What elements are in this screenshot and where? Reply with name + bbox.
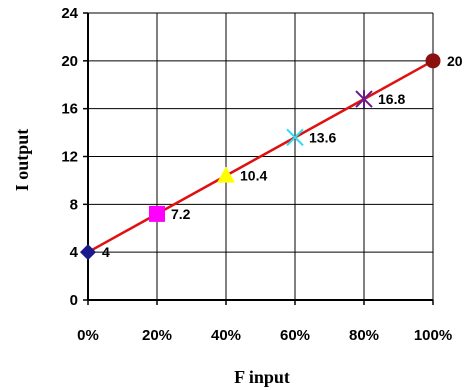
x-tick-label: 0%: [77, 327, 99, 344]
data-label: 10.4: [240, 168, 267, 184]
data-label: 13.6: [309, 129, 336, 145]
y-axis-title: I output: [12, 129, 32, 192]
x-tick-label: 40%: [211, 327, 241, 344]
y-tick-label: 16: [61, 101, 78, 118]
data-label: 7.2: [171, 206, 191, 222]
y-tick-label: 24: [61, 5, 78, 22]
markers: [80, 53, 441, 261]
x-tick-label: 100%: [414, 327, 452, 344]
point-marker-square: [149, 205, 165, 222]
data-labels: 4 7.2 10.4 13.6 16.8 20: [102, 53, 463, 260]
x-axis-title: F input: [234, 367, 290, 387]
point-marker-triangle: [217, 166, 235, 183]
point-marker-x: [286, 128, 304, 147]
data-label: 20: [447, 53, 463, 69]
y-tick-label: 20: [61, 53, 78, 70]
y-tick-label: 12: [61, 149, 78, 166]
tick-labels: 0 4 8 12 16 20 24 0% 20% 40% 60% 80% 100%: [61, 5, 452, 344]
x-tick-label: 20%: [142, 327, 172, 344]
data-label: 4: [102, 244, 110, 260]
x-tick-label: 60%: [280, 327, 310, 344]
y-tick-label: 4: [70, 244, 79, 261]
data-label: 16.8: [378, 91, 405, 107]
point-marker-circle: [425, 53, 441, 69]
x-tick-label: 80%: [349, 327, 379, 344]
series-line: [87, 59, 434, 254]
point-marker-star: [355, 90, 373, 109]
y-tick-label: 0: [70, 292, 78, 309]
y-tick-label: 8: [70, 196, 78, 213]
point-marker-diamond: [80, 244, 96, 261]
